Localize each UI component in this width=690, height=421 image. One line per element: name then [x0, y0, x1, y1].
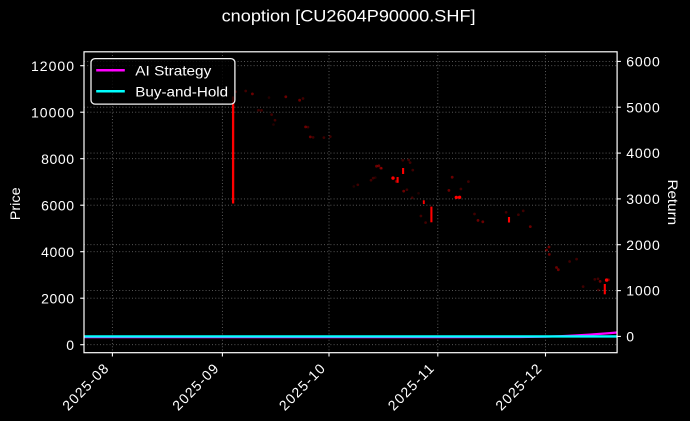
svg-text:0: 0 [66, 337, 74, 353]
svg-text:2000: 2000 [626, 237, 660, 253]
svg-text:6000: 6000 [41, 197, 74, 213]
svg-text:10000: 10000 [31, 104, 74, 120]
svg-text:8000: 8000 [41, 151, 74, 167]
svg-text:Price: Price [7, 187, 23, 220]
svg-text:AI Strategy: AI Strategy [135, 63, 211, 79]
svg-text:4000: 4000 [626, 145, 660, 161]
svg-text:5000: 5000 [626, 99, 660, 115]
svg-text:4000: 4000 [41, 244, 74, 260]
svg-text:6000: 6000 [626, 54, 660, 70]
svg-text:2000: 2000 [41, 290, 74, 306]
svg-text:1000: 1000 [626, 283, 660, 299]
svg-text:Buy-and-Hold: Buy-and-Hold [135, 84, 228, 100]
svg-text:0: 0 [626, 329, 634, 345]
svg-text:Return: Return [665, 180, 681, 226]
svg-text:cnoption [CU2604P90000.SHF]: cnoption [CU2604P90000.SHF] [222, 7, 476, 26]
svg-text:3000: 3000 [626, 191, 660, 207]
svg-text:12000: 12000 [31, 58, 74, 74]
